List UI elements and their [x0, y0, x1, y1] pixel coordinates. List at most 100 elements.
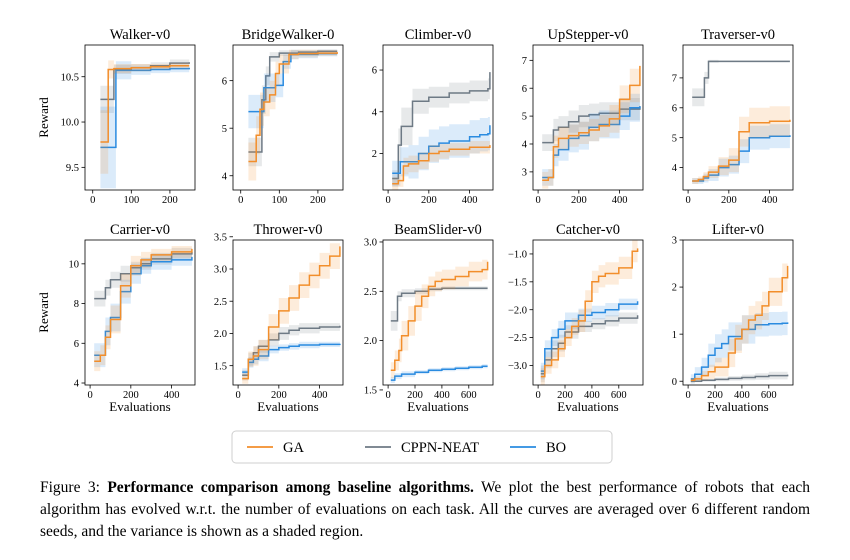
series-line-ga — [248, 52, 338, 163]
x-tick-label: 200 — [123, 390, 139, 401]
x-tick-label: 400 — [164, 390, 180, 401]
x-tick-label: 400 — [462, 195, 478, 206]
chart-panel-9: 0 200 400 600 −3.0 −2.5 −2.0 −1.5 −1.0 Catcher-v0… — [508, 222, 644, 414]
y-tick-label: 3.5 — [214, 232, 227, 243]
y-tick-label: 3 — [522, 167, 527, 178]
plot-area — [690, 251, 789, 384]
chart-title: Thrower-v0 — [254, 222, 323, 238]
band-ga — [692, 104, 790, 184]
x-tick-label: 0 — [235, 390, 240, 401]
x-tick-label: 200 — [421, 195, 437, 206]
chart-panel-5: 0 200 400 4 5 6 7 Traverser-v0 — [672, 27, 794, 206]
x-tick-label: 0 — [685, 390, 690, 401]
y-tick-label: 5 — [522, 112, 527, 123]
x-tick-label: 200 — [310, 195, 326, 206]
y-axis-label: Reward — [36, 97, 51, 138]
plot-area — [242, 240, 341, 384]
y-tick-label: −1.0 — [508, 250, 527, 261]
band-ga — [390, 251, 488, 379]
y-tick-label: 4 — [222, 171, 228, 182]
x-tick-label: 600 — [611, 390, 627, 401]
band-ga — [690, 251, 788, 383]
chart-title: UpStepper-v0 — [547, 27, 628, 43]
y-tick-label: 3.0 — [364, 238, 377, 249]
x-axis-label: Evaluations — [109, 399, 170, 414]
chart-panel-8: 0 200 400 600 1.5 2.0 2.5 3.0 BeamSlider-v0 Evalu… — [364, 222, 494, 414]
y-tick-label: 1.5 — [364, 386, 377, 397]
caption-label: Figure 3: — [40, 479, 100, 496]
series-line-ga — [242, 246, 341, 380]
chart-panel-6: 0 200 400 4 6 8 10 Carrier-v0 Evaluations Reward — [36, 222, 196, 414]
caption-text: We plot the best performance of robots t… — [40, 479, 811, 540]
axes-frame — [232, 44, 344, 191]
band-bo — [690, 310, 788, 384]
band-ga — [248, 49, 338, 181]
band-cppn-neat — [542, 95, 640, 151]
y-tick-label: 4 — [372, 107, 378, 118]
x-axis-label: Evaluations — [557, 399, 618, 414]
y-tick-label: 2.5 — [214, 297, 227, 308]
series-line-bo — [542, 106, 641, 179]
chart-title: Walker-v0 — [110, 27, 171, 43]
y-tick-label: 6 — [372, 66, 377, 77]
band-bo — [692, 123, 790, 184]
plot-area — [540, 240, 639, 385]
legend-label-ga: GA — [283, 440, 304, 456]
x-tick-label: 0 — [535, 195, 540, 206]
band-ga — [242, 240, 340, 384]
band-ga — [100, 60, 190, 174]
axes-frame — [84, 44, 196, 191]
series-line-ga — [392, 145, 491, 185]
chart-panel-3: 0 200 400 2 4 6 Climber-v0 — [372, 27, 494, 206]
x-tick-label: 400 — [584, 390, 600, 401]
plot-area — [542, 49, 641, 189]
chart-title: Catcher-v0 — [556, 222, 620, 238]
y-tick-label: 5 — [222, 124, 227, 135]
y-tick-label: 10.5 — [61, 72, 79, 83]
chart-title: BeamSlider-v0 — [394, 222, 482, 238]
x-tick-label: 100 — [271, 195, 287, 206]
y-tick-label: −2.0 — [508, 305, 527, 316]
y-tick-label: 8 — [74, 299, 79, 310]
axes-frame — [682, 239, 794, 386]
series-line-bo — [690, 322, 789, 380]
chart-panel-2: 0 100 200 4 5 6 BridgeWalker-0 — [222, 27, 344, 206]
x-tick-label: 400 — [434, 390, 450, 401]
band-bo — [100, 61, 190, 189]
series-line-bo — [242, 343, 341, 373]
x-tick-label: 400 — [734, 390, 750, 401]
axes-frame — [232, 239, 344, 386]
y-tick-label: 7 — [522, 56, 527, 67]
series-line-cppn-neat — [692, 60, 790, 99]
x-tick-label: 100 — [123, 195, 139, 206]
band-bo — [94, 250, 192, 368]
series-line-ga — [540, 248, 639, 378]
band-ga — [94, 243, 192, 372]
y-tick-label: 2 — [372, 149, 377, 160]
series-line-bo — [390, 365, 488, 381]
x-tick-label: 600 — [461, 390, 477, 401]
y-tick-label: 4 — [522, 140, 528, 151]
axes-frame — [532, 44, 644, 191]
axes-frame — [682, 44, 794, 191]
y-tick-label: 7 — [672, 73, 677, 84]
y-tick-label: 6 — [74, 339, 79, 350]
plot-area — [692, 59, 791, 184]
x-tick-label: 0 — [385, 195, 390, 206]
x-tick-label: 400 — [762, 195, 778, 206]
y-tick-label: 3 — [672, 236, 677, 247]
y-tick-label: 2 — [672, 283, 677, 294]
legend-label-bo: BO — [546, 440, 566, 456]
band-cppn-neat — [100, 58, 190, 113]
series-line-ga — [100, 65, 190, 143]
plot-area — [100, 58, 190, 189]
plot-area — [248, 49, 338, 181]
caption-bold: Performance comparison among baseline al… — [107, 479, 474, 496]
x-tick-label: 0 — [535, 390, 540, 401]
y-tick-label: 4 — [672, 163, 678, 174]
chart-title: Climber-v0 — [405, 27, 472, 43]
x-tick-label: 200 — [271, 390, 287, 401]
x-tick-label: 200 — [707, 390, 723, 401]
series-line-cppn-neat — [390, 287, 488, 322]
